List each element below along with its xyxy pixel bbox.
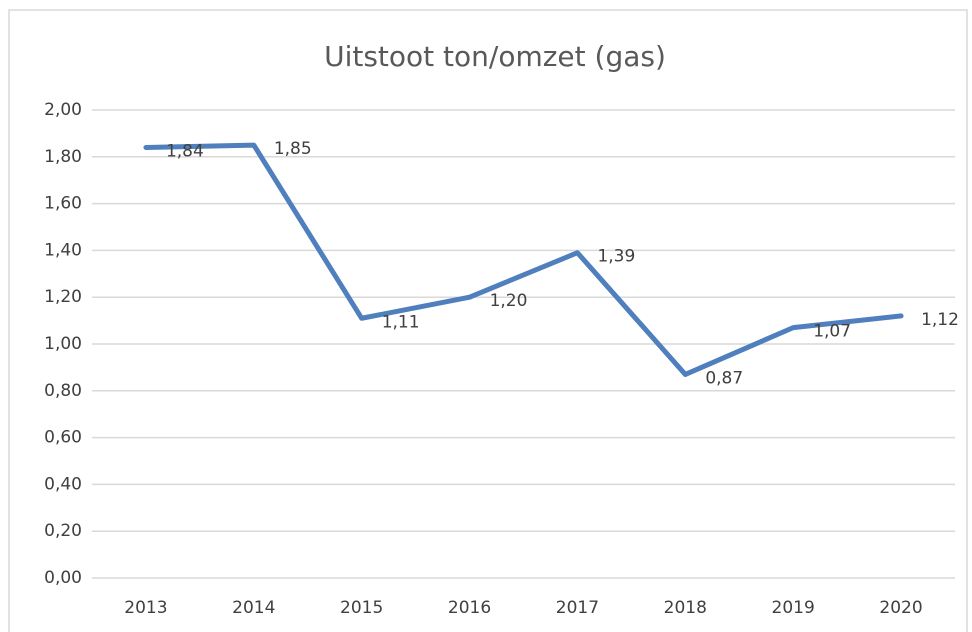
y-tick-label: 1,80	[44, 147, 82, 167]
y-tick-label: 2,00	[44, 100, 82, 120]
data-label: 1,11	[382, 312, 420, 332]
data-label: 1,12	[921, 310, 959, 330]
data-label: 1,07	[813, 322, 851, 342]
data-label: 1,39	[597, 247, 635, 267]
y-tick-label: 0,20	[44, 521, 82, 541]
y-tick-label: 1,20	[44, 287, 82, 307]
x-tick-label: 2016	[448, 598, 491, 618]
data-label: 1,85	[274, 139, 312, 159]
y-tick-label: 1,40	[44, 240, 82, 260]
data-line	[143, 142, 904, 377]
y-tick-label: 0,60	[44, 428, 82, 448]
y-tick-label: 0,00	[44, 568, 82, 588]
data-label: 0,87	[705, 368, 743, 388]
x-tick-label: 2019	[772, 598, 815, 618]
x-tick-label: 2015	[340, 598, 383, 618]
y-tick-label: 0,40	[44, 474, 82, 494]
data-label: 1,20	[490, 291, 528, 311]
x-tick-label: 2020	[879, 598, 922, 618]
x-tick-label: 2013	[124, 598, 167, 618]
x-tick-label: 2014	[232, 598, 275, 618]
chart-title: Uitstoot ton/omzet (gas)	[324, 40, 666, 73]
x-tick-label: 2017	[556, 598, 599, 618]
y-tick-label: 1,00	[44, 334, 82, 354]
data-label: 1,84	[166, 141, 204, 161]
y-tick-label: 0,80	[44, 381, 82, 401]
y-tick-label: 1,60	[44, 194, 82, 214]
x-tick-label: 2018	[664, 598, 707, 618]
chart-border	[8, 9, 968, 632]
